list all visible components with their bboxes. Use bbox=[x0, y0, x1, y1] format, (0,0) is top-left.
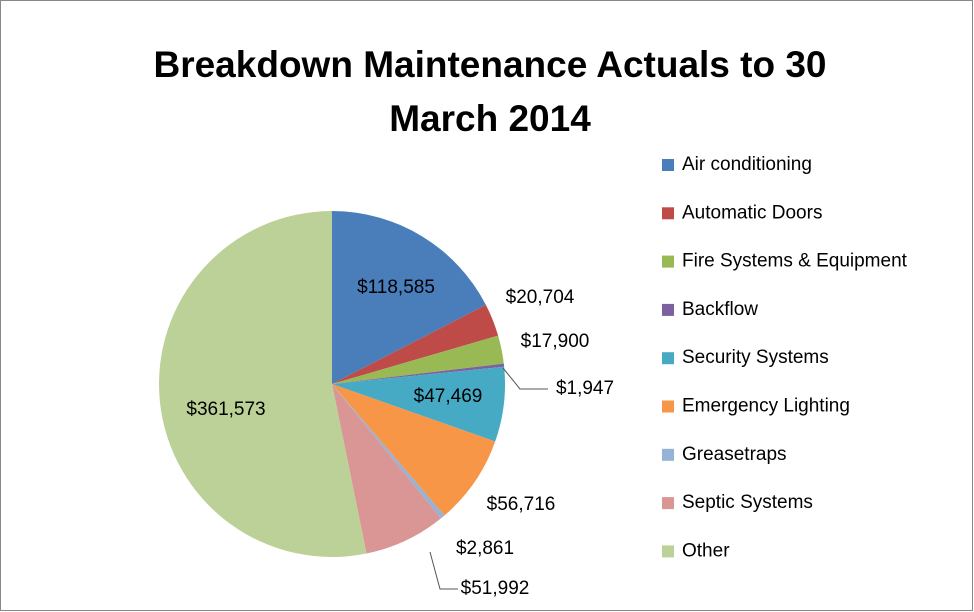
leader-line bbox=[429, 551, 458, 590]
data-label: $17,900 bbox=[521, 331, 590, 352]
legend-label: Fire Systems & Equipment bbox=[682, 251, 908, 272]
pie-slice bbox=[332, 335, 504, 384]
legend-swatch bbox=[662, 400, 674, 413]
data-label: $1,947 bbox=[556, 378, 614, 399]
legend-label: Other bbox=[682, 540, 730, 561]
pie-slice bbox=[332, 363, 505, 384]
data-label: $118,585 bbox=[357, 277, 435, 298]
pie-slice bbox=[332, 366, 506, 442]
pie-slice bbox=[332, 384, 496, 516]
legend-swatch bbox=[662, 497, 674, 510]
data-label: $2,861 bbox=[456, 538, 514, 559]
chart-title: Breakdown Maintenance Actuals to 30 Marc… bbox=[153, 44, 827, 139]
pie-slice bbox=[332, 211, 486, 384]
legend-label: Emergency Lighting bbox=[682, 396, 850, 417]
legend-swatch bbox=[662, 159, 674, 171]
data-label: $51,992 bbox=[461, 578, 530, 599]
pie-slice bbox=[332, 384, 441, 554]
legend-label: Backflow bbox=[682, 299, 758, 320]
data-label: $361,573 bbox=[186, 399, 265, 420]
data-label: $20,704 bbox=[506, 287, 575, 308]
leader-line bbox=[502, 367, 548, 390]
legend-label: Septic Systems bbox=[682, 492, 813, 513]
legend-label: Air conditioning bbox=[682, 154, 812, 175]
legend-label: Greasetraps bbox=[682, 444, 787, 465]
pie-slice bbox=[332, 384, 445, 519]
legend-swatch bbox=[662, 352, 674, 365]
data-label: $56,716 bbox=[487, 494, 556, 515]
legend-label: Security Systems bbox=[682, 347, 829, 368]
legend-label: Automatic Doors bbox=[682, 202, 822, 223]
pie-slice bbox=[332, 304, 499, 384]
legend-swatch bbox=[662, 255, 674, 268]
legend-swatch bbox=[662, 545, 674, 558]
legend-swatch bbox=[662, 207, 674, 220]
legend-swatch bbox=[662, 448, 674, 461]
legend-swatch bbox=[662, 303, 674, 316]
pie-slice bbox=[159, 211, 367, 557]
data-label: $47,469 bbox=[414, 386, 483, 407]
